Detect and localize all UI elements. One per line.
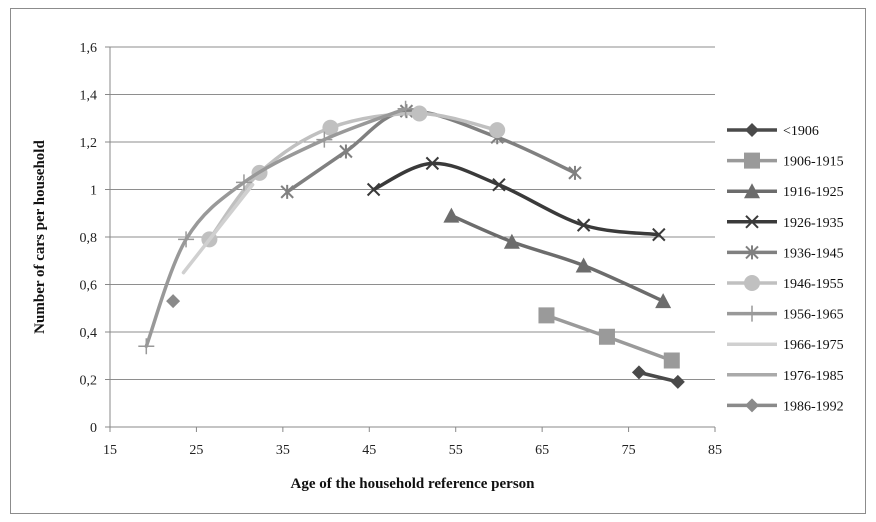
data-point-square [663,352,680,369]
x-tick-label: 45 [362,443,376,458]
legend-label: 1936-1945 [783,246,844,261]
series-line [449,213,665,303]
series-line [181,183,255,275]
data-point-plus [235,174,252,191]
chart-frame [10,8,866,514]
x-tick-label: 65 [535,443,549,458]
data-point-x [745,215,759,229]
data-point-triangle [655,293,672,309]
data-point-circle [411,105,428,122]
x-tick-label: 85 [708,443,722,458]
y-axis-ticks: 0 0,2 0,4 0,6 0,8 1 1,2 1,4 1,6 [80,41,98,436]
x-tick-label: 55 [449,443,463,458]
data-point-diamond [670,374,685,389]
grid-lines [110,46,715,380]
legend-label: 1946-1955 [783,277,844,292]
y-axis-title: Number of cars per household [32,140,48,334]
data-point-asterisk [745,245,759,260]
data-point-circle [744,275,760,291]
series-line [371,161,661,237]
x-tick-label: 15 [103,443,117,458]
series-line [637,370,680,384]
data-point-asterisk [339,144,353,159]
legend-label: 1986-1992 [783,399,844,414]
legend-label: 1966-1975 [783,338,844,353]
data-point-diamond [631,365,646,380]
series-line [144,107,408,348]
y-tick-label: 1,2 [80,136,98,151]
data-point-x [425,156,440,171]
data-point-x [652,227,666,242]
data-point-plus [744,305,760,322]
data-point-square [598,328,615,345]
x-axis-ticks: 15 25 35 45 55 65 75 85 [103,443,722,458]
data-point-triangle [575,257,592,273]
axes [105,46,716,432]
data-point-plus [178,231,195,248]
data-point-triangle [443,207,460,223]
y-tick-label: 0,2 [80,374,98,389]
data-point-x [366,182,381,197]
data-point-plus [316,131,333,148]
data-point-square [744,152,760,169]
x-tick-label: 75 [622,443,636,458]
legend-label: <1906 [783,124,819,139]
data-point-diamond [745,123,759,137]
data-point-circle [322,119,339,136]
x-axis-title: Age of the household reference person [291,476,536,492]
data-point-diamond [745,398,759,413]
data-point-square [538,307,555,324]
y-tick-label: 1,6 [80,41,98,56]
legend-label: 1956-1965 [783,308,844,323]
y-tick-label: 0,8 [80,231,98,246]
plot-area [138,100,685,389]
data-point-x [492,178,506,192]
y-tick-label: 1,4 [80,89,98,104]
legend-label: 1976-1985 [783,369,844,384]
data-point-plus [138,338,155,355]
y-tick-label: 0,4 [80,326,98,341]
y-tick-label: 1 [90,184,97,199]
legend: <1906 1906-1915 1916-1925 1926-1935 1936-194… [727,123,844,414]
data-point-triangle [503,233,520,249]
legend-label: 1926-1935 [783,216,844,231]
x-tick-label: 25 [189,443,203,458]
data-point-asterisk [280,184,294,199]
data-point-asterisk [568,165,582,180]
data-point-plus [397,100,414,117]
x-tick-label: 35 [276,443,290,458]
y-tick-label: 0 [90,421,97,436]
legend-label: 1906-1915 [783,155,844,170]
legend-label: 1916-1925 [783,185,844,200]
data-point-triangle [744,183,760,199]
data-point-diamond [166,294,181,309]
data-point-x [576,218,591,232]
y-tick-label: 0,6 [80,279,98,294]
data-point-circle [489,122,506,139]
